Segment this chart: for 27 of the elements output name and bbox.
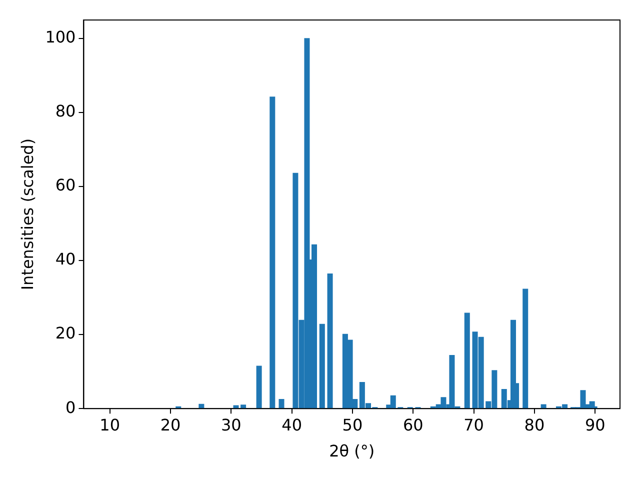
- bar: [327, 274, 333, 408]
- y-tick-label: 40: [55, 250, 76, 269]
- x-tick-label: 20: [160, 415, 181, 434]
- bar: [270, 96, 276, 408]
- x-tick-label: 40: [282, 415, 302, 434]
- y-axis-title: Intensities (scaled): [18, 138, 37, 290]
- x-tick-label: 70: [464, 415, 484, 434]
- x-tick-label: 80: [524, 415, 545, 434]
- x-tick-label: 50: [342, 415, 363, 434]
- x-tick-label: 10: [100, 415, 120, 434]
- x-tick-label: 30: [220, 415, 242, 434]
- bar: [319, 324, 325, 408]
- bar: [464, 312, 470, 408]
- y-tick-label: 100: [45, 28, 76, 47]
- x-axis-title: 2θ (°): [329, 442, 375, 461]
- bar: [522, 288, 528, 408]
- y-tick-label: 60: [55, 176, 76, 195]
- bar: [540, 404, 546, 408]
- bar: [501, 389, 507, 408]
- bar: [256, 366, 262, 408]
- x-tick-label: 60: [402, 415, 424, 434]
- y-tick-label: 80: [55, 102, 76, 121]
- x-tick-label: 90: [584, 415, 606, 434]
- y-tick-label: 0: [66, 398, 76, 417]
- bar: [278, 399, 284, 408]
- y-tick-label: 20: [55, 324, 76, 343]
- bar: [312, 244, 318, 408]
